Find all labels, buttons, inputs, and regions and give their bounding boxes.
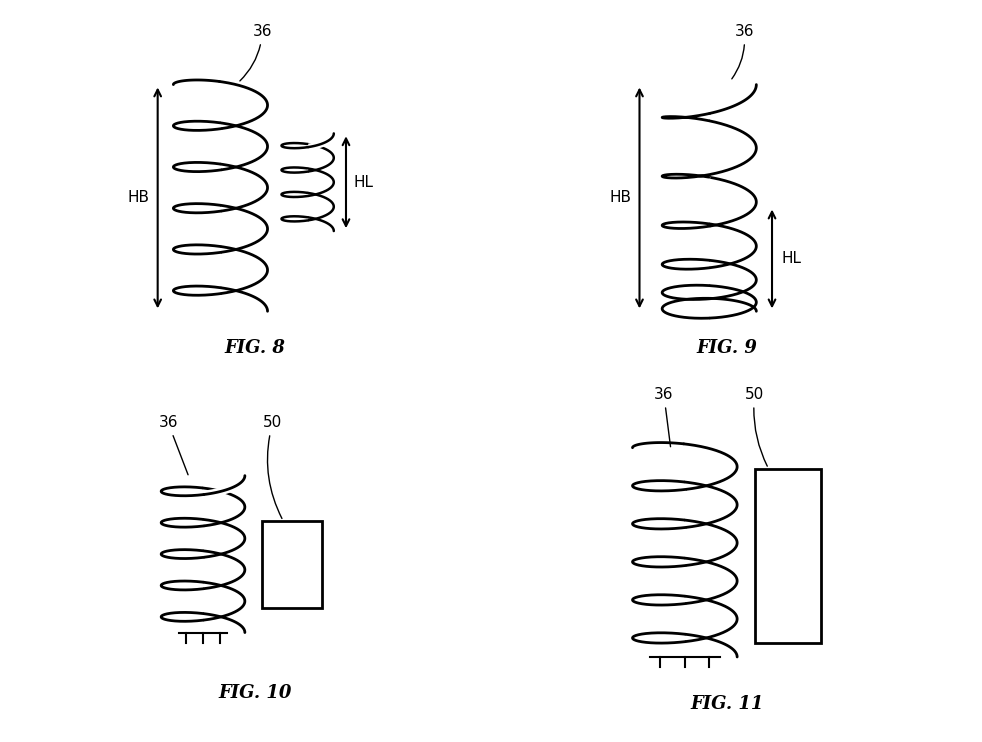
Text: 36: 36	[654, 387, 674, 447]
Text: HL: HL	[782, 252, 801, 266]
Text: HL: HL	[354, 174, 373, 190]
Text: 36: 36	[732, 24, 754, 79]
Bar	[754, 469, 821, 643]
Text: 36: 36	[158, 416, 189, 475]
Text: FIG. 10: FIG. 10	[219, 684, 292, 702]
Text: HB: HB	[609, 191, 631, 206]
Text: FIG. 11: FIG. 11	[690, 695, 763, 713]
Text: 50: 50	[263, 416, 283, 519]
Bar	[262, 521, 321, 608]
Text: FIG. 8: FIG. 8	[225, 338, 286, 357]
Text: FIG. 9: FIG. 9	[696, 338, 757, 357]
Text: 50: 50	[745, 387, 767, 466]
Text: 36: 36	[240, 24, 272, 81]
Text: HB: HB	[128, 191, 149, 206]
